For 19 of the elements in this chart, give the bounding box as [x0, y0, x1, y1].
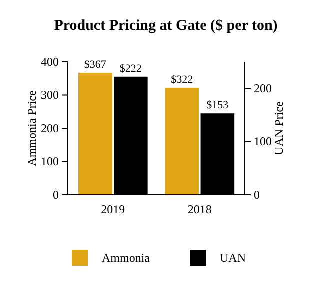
data-label: $367: [84, 58, 107, 71]
x-tick-label: 2019: [101, 202, 126, 217]
y2-tick-label: 100: [254, 134, 272, 149]
y-tick-label: 200: [41, 121, 59, 136]
y2-tick-label: 0: [254, 188, 260, 202]
x-tick-label: 2018: [188, 202, 212, 217]
data-label: $222: [120, 62, 142, 75]
y-tick-label: 300: [41, 88, 59, 102]
y-axis-title: Ammonia Price: [25, 90, 39, 166]
y2-tick-label: 200: [254, 81, 272, 96]
y2-axis-title: UAN Price: [272, 102, 286, 156]
y-tick-label: 400: [41, 54, 59, 69]
y-tick-label: 100: [41, 154, 59, 169]
legend-label: UAN: [220, 251, 246, 265]
legend-label: Ammonia: [102, 251, 151, 265]
chart-title: Product Pricing at Gate ($ per ton): [54, 18, 278, 34]
data-label: $322: [171, 74, 194, 86]
y-tick-label: 0: [53, 188, 59, 202]
data-label: $153: [206, 100, 230, 112]
